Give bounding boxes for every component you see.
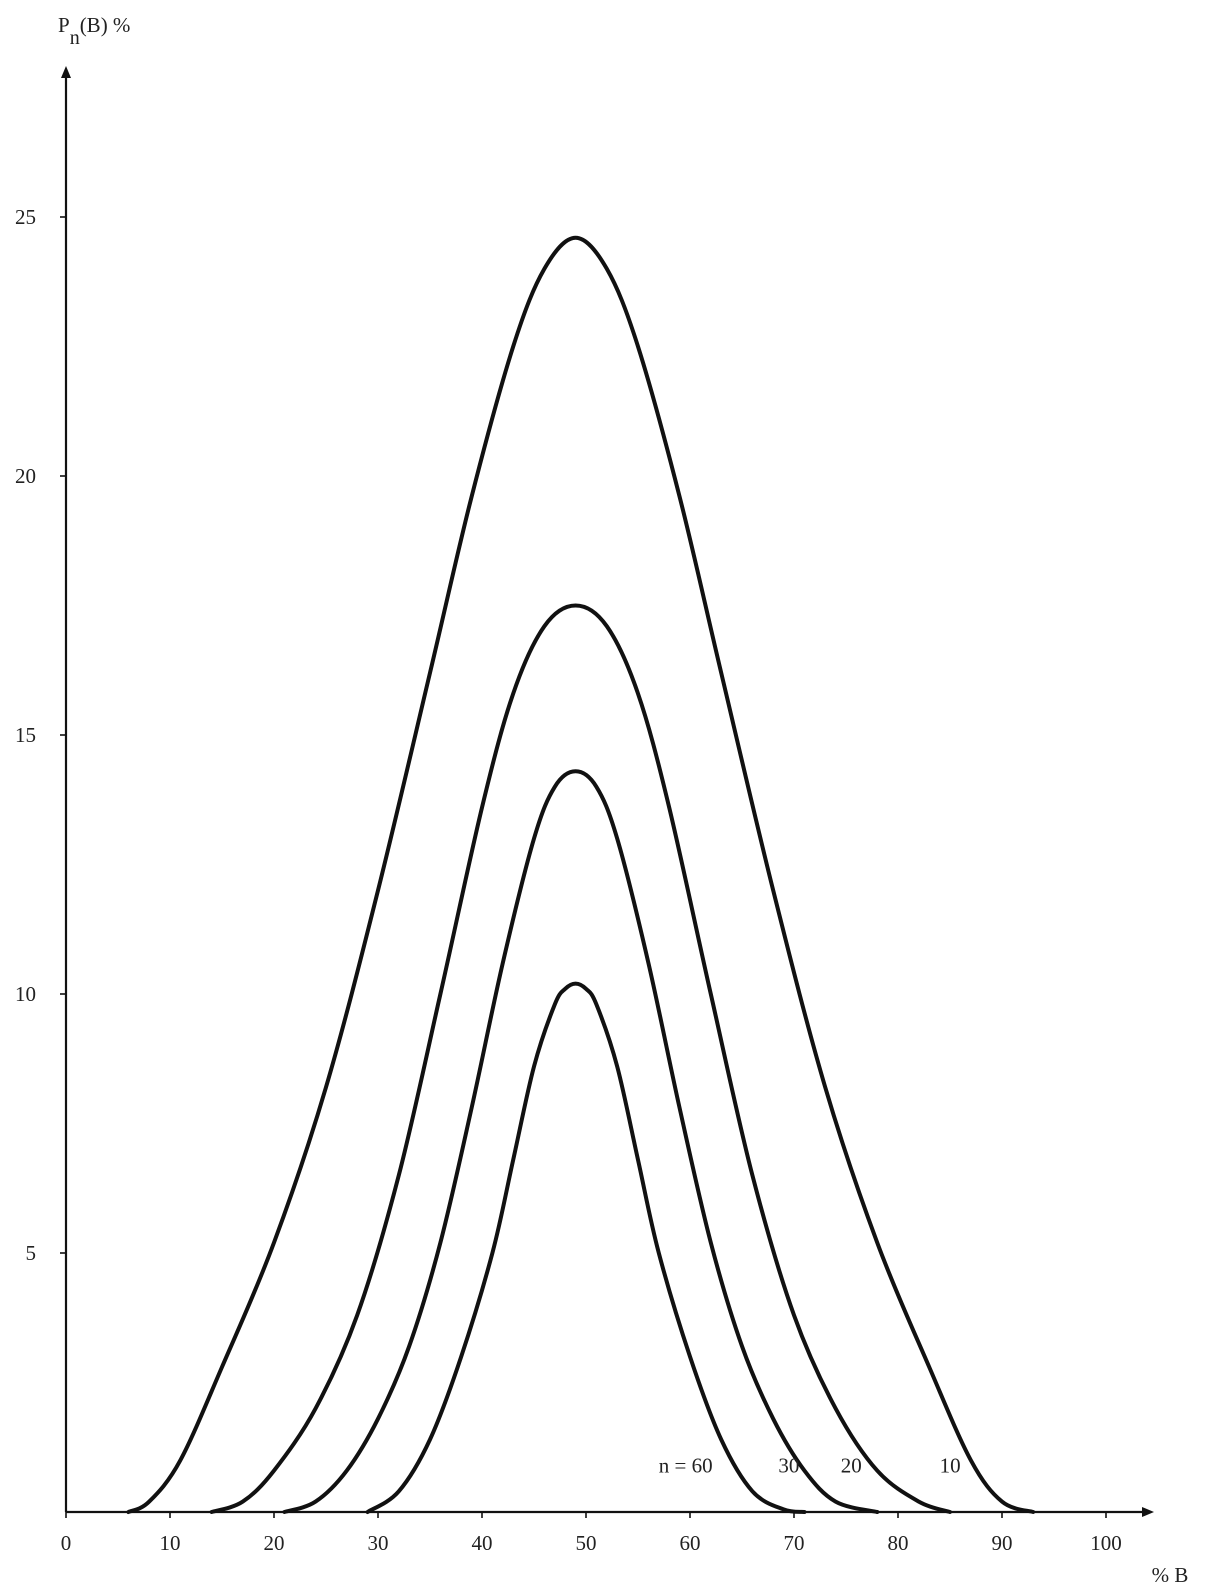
series-label: n = 60	[659, 1454, 713, 1478]
y-axis-label: Pn(B) %	[58, 13, 130, 49]
x-axis-label: % B	[1152, 1563, 1189, 1587]
series-label: 20	[841, 1454, 862, 1478]
x-tick-label: 10	[160, 1531, 181, 1555]
y-tick-label: 5	[26, 1241, 37, 1265]
x-tick-label: 50	[576, 1531, 597, 1555]
series-line-60	[365, 981, 807, 1514]
series-line-20	[209, 603, 952, 1514]
y-tick-label: 15	[15, 723, 36, 747]
x-tick-label: 20	[264, 1531, 285, 1555]
curves	[126, 235, 1036, 1514]
series-label: 30	[778, 1454, 799, 1478]
series-label: 10	[940, 1454, 961, 1478]
x-tick-label: 90	[992, 1531, 1013, 1555]
x-tick-label: 60	[680, 1531, 701, 1555]
x-tick-label: 30	[368, 1531, 389, 1555]
series-labels: n = 60 30 20 10	[659, 1454, 961, 1478]
y-tick-label: 25	[15, 205, 36, 229]
x-tick-label: 80	[888, 1531, 909, 1555]
series-line-30	[282, 769, 880, 1514]
x-ticks: 0 10 20 30 40 50 60 70 80 90 100	[61, 1512, 1122, 1555]
x-tick-label: 100	[1090, 1531, 1122, 1555]
series-line-10	[126, 235, 1036, 1514]
y-tick-label: 10	[15, 982, 36, 1006]
x-tick-label: 70	[784, 1531, 805, 1555]
x-tick-label: 40	[472, 1531, 493, 1555]
y-ticks: 5 10 15 20 25	[15, 205, 66, 1265]
x-tick-label: 0	[61, 1531, 72, 1555]
y-tick-label: 20	[15, 464, 36, 488]
